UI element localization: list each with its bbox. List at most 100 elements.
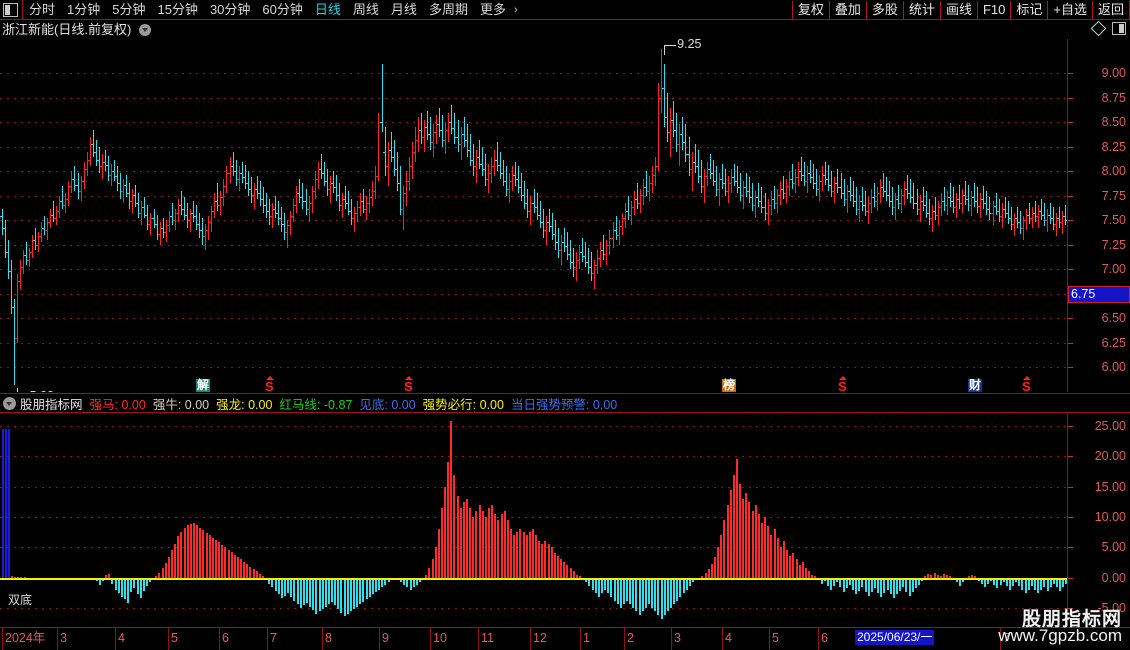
price-bar — [257, 176, 258, 199]
price-bar — [351, 198, 352, 226]
chart-marker-signal-2[interactable]: S — [404, 376, 413, 394]
indicator-chart-pane[interactable] — [0, 414, 1067, 626]
open-tick — [66, 198, 68, 200]
price-bar — [105, 149, 106, 172]
histogram-bar — [554, 553, 556, 578]
histogram-bar — [485, 516, 487, 578]
period-5[interactable]: 60分钟 — [262, 1, 303, 17]
indicator-axis[interactable]: 25.00 20.00 15.00 10.00 5.00 0.00 -5.00 — [1067, 414, 1130, 626]
open-tick — [82, 181, 84, 183]
chart-marker-signal-6[interactable]: S — [1022, 376, 1031, 394]
price-bar — [749, 177, 750, 203]
chevron-right-icon[interactable]: › — [513, 3, 518, 16]
chart-marker-box-3[interactable]: 榜 — [722, 378, 737, 392]
open-tick — [416, 139, 418, 141]
chart-marker-box-0[interactable]: 解 — [196, 378, 211, 392]
price-bar — [147, 204, 148, 231]
histogram-bar — [124, 577, 126, 600]
open-tick — [319, 169, 321, 171]
period-3[interactable]: 15分钟 — [157, 1, 198, 17]
toolbar-button-8[interactable]: 返回 — [1091, 0, 1130, 19]
histogram-bar — [246, 564, 248, 578]
date-divider — [168, 628, 169, 650]
period-9[interactable]: 多周期 — [428, 1, 468, 17]
price-bar — [561, 235, 562, 265]
histogram-bar — [723, 520, 725, 578]
date-axis[interactable]: 2024年 3 4 5 6 7 8 9 10 11 12 1 2 3 4 5 6 7 2025/06/23/一 — [0, 627, 1130, 650]
histogram-bar — [253, 569, 255, 578]
chart-marker-signal-1[interactable]: S — [265, 376, 274, 394]
open-tick — [541, 222, 543, 224]
toolbar-button-3[interactable]: 统计 — [902, 0, 941, 19]
legend-item-value: 0.00 — [589, 398, 618, 412]
histogram-bar — [742, 498, 744, 578]
price-bar — [689, 137, 690, 177]
open-tick — [565, 245, 567, 247]
histogram-bar — [1006, 577, 1008, 586]
period-4[interactable]: 30分钟 — [209, 1, 251, 17]
price-bar — [862, 187, 863, 211]
price-bar — [1017, 206, 1018, 229]
period-7[interactable]: 周线 — [352, 1, 379, 17]
open-tick — [51, 214, 53, 216]
chevron-down-icon[interactable] — [138, 24, 151, 36]
histogram-bar — [400, 577, 402, 583]
period-10[interactable]: 更多 — [479, 1, 506, 17]
price-axis[interactable]: 9.00 8.75 8.50 8.25 8.00 7.75 7.50 7.25 7.00 6.75… — [1067, 39, 1130, 392]
price-bar — [354, 206, 355, 233]
toolbar-button-4[interactable]: 画线 — [939, 0, 978, 19]
gridline — [0, 269, 1067, 271]
price-bar — [236, 159, 237, 187]
price-bar — [406, 171, 407, 206]
histogram-bar — [1053, 577, 1055, 584]
open-tick — [711, 173, 713, 175]
period-0[interactable]: 分时 — [29, 1, 56, 17]
toolbar-button-0[interactable]: 复权 — [791, 0, 830, 19]
toolbar-button-5[interactable]: F10 — [976, 0, 1012, 19]
price-bar — [141, 200, 142, 226]
price-bar — [506, 166, 507, 196]
period-1[interactable]: 1分钟 — [67, 1, 101, 17]
histogram-bar — [887, 577, 889, 590]
open-tick — [741, 194, 743, 196]
chart-marker-box-5[interactable]: 财 — [968, 378, 983, 392]
histogram-bar — [375, 577, 377, 593]
axis-tick — [1068, 73, 1073, 75]
open-tick — [27, 259, 29, 261]
price-bar — [397, 151, 398, 191]
watermark-small: 双底 — [8, 593, 33, 607]
histogram-bar — [576, 574, 578, 578]
toolbar-button-2[interactable]: 多股 — [865, 0, 904, 19]
panel-icon[interactable] — [3, 2, 18, 17]
open-tick — [337, 194, 339, 196]
price-chart-pane[interactable]: 9.25 5.82 — [0, 39, 1067, 392]
price-bar — [1065, 204, 1066, 226]
histogram-bar — [406, 577, 408, 588]
histogram-bar — [789, 556, 791, 578]
period-2[interactable]: 5分钟 — [112, 1, 146, 17]
chart-marker-signal-4[interactable]: S — [838, 376, 847, 394]
toolbar-button-7[interactable]: +自选 — [1047, 0, 1093, 19]
toolbar-button-6[interactable]: 标记 — [1010, 0, 1049, 19]
price-bar — [461, 127, 462, 160]
histogram-bar — [381, 577, 383, 588]
layout-panel-icon[interactable] — [1112, 22, 1126, 35]
price-bar — [609, 230, 610, 255]
histogram-bar — [513, 535, 515, 578]
price-bar — [144, 196, 145, 219]
histogram-bar — [761, 523, 763, 578]
histogram-bar — [224, 547, 226, 578]
indicator-menu-icon[interactable] — [3, 397, 16, 410]
histogram-bar — [899, 577, 901, 591]
open-tick — [723, 183, 725, 185]
period-6[interactable]: 日线 — [314, 1, 341, 17]
price-bar — [117, 166, 118, 191]
stock-name[interactable]: 浙江新能(日线.前复权) — [2, 21, 151, 39]
period-8[interactable]: 月线 — [390, 1, 417, 17]
open-tick — [975, 200, 977, 202]
open-tick — [519, 187, 521, 189]
legend-item-value: 0.00 — [181, 398, 210, 412]
histogram-bar — [130, 577, 132, 593]
diamond-icon[interactable] — [1090, 20, 1107, 37]
toolbar-button-1[interactable]: 叠加 — [828, 0, 867, 19]
